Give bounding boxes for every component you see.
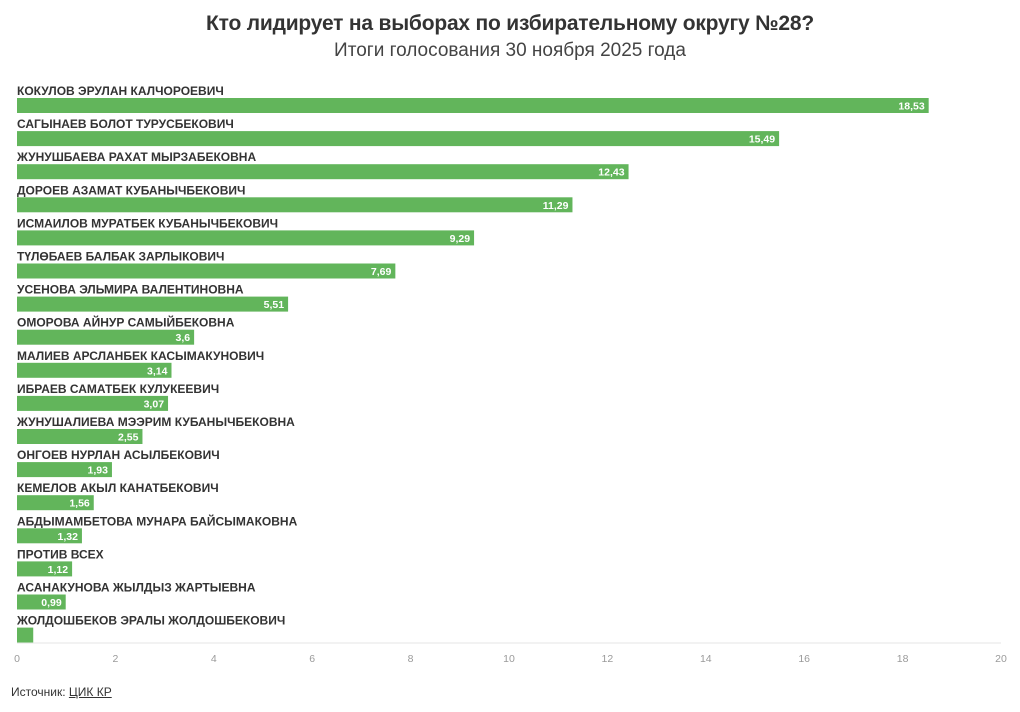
bar[interactable] [17,98,929,113]
bar[interactable] [17,197,573,213]
data-label: 1,56 [69,498,90,510]
bar[interactable] [17,362,172,378]
x-tick-label: 16 [798,653,810,665]
source-prefix: Источник: [11,685,69,699]
bar[interactable] [17,627,34,643]
bar[interactable] [17,230,475,246]
category-label: КЕМЕЛОВ АКЫЛ КАНАТБЕКОВИЧ [17,481,219,495]
x-tick-label: 8 [408,653,414,665]
bar[interactable] [17,131,780,147]
category-label: ТҮЛӨБАЕВ БАЛБАК ЗАРЛЫКОВИЧ [17,250,224,264]
data-label: 5,51 [264,299,285,311]
data-label: 3,6 [176,332,191,344]
category-label: ОНГОЕВ НУРЛАН АСЫЛБЕКОВИЧ [17,448,220,462]
bar[interactable] [17,429,143,444]
source-note: Источник: ЦИК КР [11,685,112,699]
x-tick-label: 6 [309,653,315,665]
category-label: ДОРОЕВ АЗАМАТ КУБАНЫЧБЕКОВИЧ [17,183,245,197]
x-tick-label: 2 [112,653,118,665]
data-label: 12,43 [598,167,624,179]
category-label: ИБРАЕВ САМАТБЕК КУЛУКЕЕВИЧ [17,382,219,396]
data-label: 3,07 [144,398,165,410]
category-label: САГЫНАЕВ БОЛОТ ТУРУСБЕКОВИЧ [17,117,234,131]
bar[interactable] [17,395,169,411]
data-label: 18,53 [898,101,924,113]
x-tick-label: 18 [897,653,909,665]
category-label: ОМОРОВА АЙНУР САМЫЙБЕКОВНА [17,315,235,330]
x-tick-label: 0 [14,653,20,665]
bar[interactable] [17,329,195,345]
data-label: 0,99 [41,597,62,609]
data-label: 1,93 [88,465,109,477]
category-label: МАЛИЕВ АРСЛАНБЕК КАСЫМАКУНОВИЧ [17,349,264,363]
chart-title: Кто лидирует на выборах по избирательном… [206,12,814,35]
bar[interactable] [17,164,629,180]
category-label: ЖУНУШБАЕВА РАХАТ МЫРЗАБЕКОВНА [16,150,256,164]
x-tick-label: 10 [503,653,515,665]
category-label: КОКУЛОВ ЭРУЛАН КАЛЧОРОЕВИЧ [17,84,224,98]
x-tick-label: 14 [700,653,712,665]
data-label: 9,29 [450,233,471,245]
category-label: ПРОТИВ ВСЕХ [17,547,104,561]
bar[interactable] [17,462,112,478]
category-label: АБДЫМАМБЕТОВА МУНАРА БАЙСЫМАКОВНА [17,513,298,528]
x-tick-label: 20 [995,653,1007,665]
data-label: 2,55 [118,432,139,444]
data-label: 11,29 [543,200,569,212]
bar[interactable] [17,263,396,279]
category-label: АСАНАКУНОВА ЖЫЛДЫЗ ЖАРТЫЕВНА [17,581,256,595]
data-label: 3,14 [147,365,168,377]
bar-chart: КОКУЛОВ ЭРУЛАН КАЛЧОРОЕВИЧ 18,53 САГЫНАЕВ … [14,84,1007,665]
category-label: ЖУНУШАЛИЕВА МЭЭРИМ КУБАНЫЧБЕКОВНА [16,415,295,429]
data-label: 1,12 [48,564,69,576]
data-label: 1,32 [58,531,79,543]
bar[interactable] [17,528,82,544]
x-tick-label: 4 [211,653,217,665]
bar[interactable] [17,296,289,312]
category-label: ИСМАИЛОВ МУРАТБЕК КУБАНЫЧБЕКОВИЧ [17,216,278,230]
x-tick-label: 12 [602,653,614,665]
bar[interactable] [17,495,94,511]
bar[interactable] [17,561,73,577]
data-label: 15,49 [749,134,775,146]
category-label: УСЕНОВА ЭЛЬМИРА ВАЛЕНТИНОВНА [17,283,244,297]
data-label: 7,69 [371,266,392,278]
bar[interactable] [17,594,66,610]
chart-subtitle: Итоги голосования 30 ноября 2025 года [334,40,686,61]
source-link[interactable]: ЦИК КР [68,685,112,699]
category-label: ЖОЛДОШБЕКОВ ЭРАЛЫ ЖОЛДОШБЕКОВИЧ [16,614,285,628]
